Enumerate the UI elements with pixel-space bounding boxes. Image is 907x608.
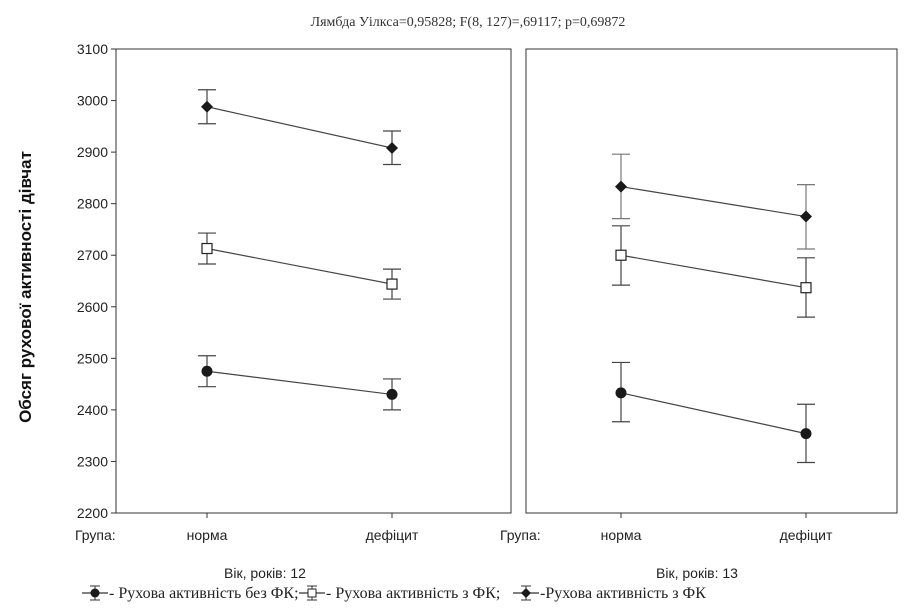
series-line bbox=[620, 186, 807, 218]
data-point bbox=[201, 242, 213, 255]
data-point bbox=[201, 100, 213, 113]
panel-frame bbox=[525, 48, 898, 514]
data-point bbox=[615, 387, 627, 399]
x-tick-label: норма bbox=[187, 527, 228, 543]
series-open-square bbox=[612, 225, 815, 318]
series-filled-circle bbox=[612, 361, 815, 464]
series-filled-circle bbox=[198, 355, 401, 411]
legend-label: - Рухова активність без ФК; bbox=[109, 585, 299, 602]
group-label: Група: bbox=[75, 527, 116, 543]
legend-label: -Рухова активність з ФК bbox=[540, 585, 706, 602]
data-point bbox=[615, 180, 627, 193]
y-tick-label: 2400 bbox=[77, 402, 108, 418]
y-tick-label: 2300 bbox=[77, 453, 108, 469]
data-point bbox=[386, 278, 398, 290]
series-open-square bbox=[198, 232, 401, 300]
legend-label: - Рухова активність з ФК; bbox=[326, 585, 500, 602]
series-line bbox=[206, 370, 393, 396]
y-tick-label: 2900 bbox=[77, 144, 108, 160]
legend-entry-1: - Рухова активність без ФК; bbox=[82, 585, 299, 602]
data-point bbox=[615, 249, 627, 261]
series-line bbox=[206, 247, 393, 285]
x-tick-label: норма bbox=[601, 527, 642, 543]
panel-1: Група: норма дефіцит Вік, років: 12 bbox=[75, 48, 512, 581]
data-point bbox=[800, 282, 812, 294]
y-axis-label: Обсяг рухової активності дівчат bbox=[16, 151, 35, 423]
group-label: Група: bbox=[500, 527, 541, 543]
panel-frame bbox=[115, 48, 512, 514]
legend-entry-2: - Рухова активність з ФК; bbox=[299, 585, 500, 602]
series-line bbox=[620, 392, 807, 435]
panel-2: Група: норма дефіцит Вік, років: 13 bbox=[500, 48, 898, 581]
chart-title: Лямбда Уілкса=0,95828; F(8, 127)=,69117;… bbox=[311, 15, 626, 30]
series-filled-diamond bbox=[612, 153, 815, 250]
legend-marker bbox=[307, 588, 317, 598]
data-point bbox=[386, 388, 398, 400]
y-tick-label: 2800 bbox=[77, 196, 108, 212]
data-point bbox=[800, 210, 812, 223]
y-tick-label: 2500 bbox=[77, 350, 108, 366]
y-tick-label: 2700 bbox=[77, 247, 108, 263]
series-line bbox=[206, 106, 393, 149]
y-tick-label: 2200 bbox=[77, 505, 108, 521]
data-point bbox=[386, 141, 398, 154]
y-tick-label: 3100 bbox=[77, 41, 108, 57]
y-tick-label: 3000 bbox=[77, 93, 108, 109]
x-tick-label: дефіцит bbox=[366, 527, 419, 543]
legend-entry-3: -Рухова активність з ФК bbox=[513, 585, 706, 602]
legend-marker bbox=[90, 588, 100, 598]
legend-marker bbox=[521, 588, 531, 598]
data-point bbox=[800, 428, 812, 440]
series-line bbox=[620, 254, 807, 289]
series-filled-diamond bbox=[198, 89, 401, 166]
panel-label: Вік, років: 12 bbox=[224, 565, 306, 581]
data-point bbox=[201, 365, 213, 377]
panel-label: Вік, років: 13 bbox=[656, 565, 738, 581]
x-tick-label: дефіцит bbox=[780, 527, 833, 543]
y-tick-label: 2600 bbox=[77, 299, 108, 315]
